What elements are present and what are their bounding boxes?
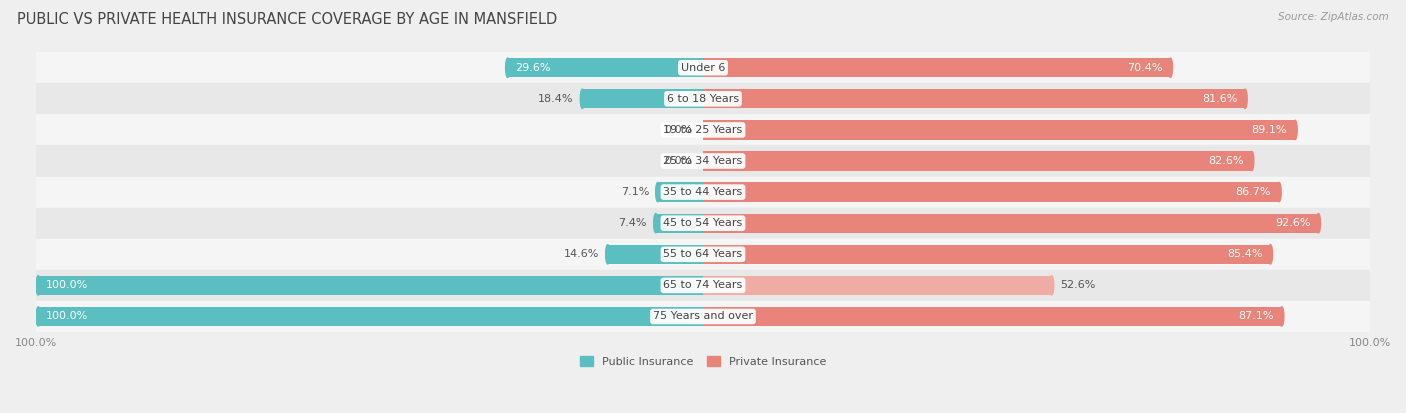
Circle shape [1316,214,1320,233]
Bar [508,58,703,77]
Text: 45 to 54 Years: 45 to 54 Years [664,218,742,228]
Bar [703,244,1271,264]
Bar [703,151,704,171]
Text: 52.6%: 52.6% [1060,280,1095,290]
Text: 25 to 34 Years: 25 to 34 Years [664,156,742,166]
Text: 75 Years and over: 75 Years and over [652,311,754,321]
Bar [703,307,1282,326]
Text: Under 6: Under 6 [681,63,725,73]
Circle shape [1294,120,1298,140]
Circle shape [1050,276,1053,295]
Bar [703,276,1052,295]
Bar [37,83,1369,114]
Bar [703,214,1319,233]
Circle shape [1268,244,1272,264]
Circle shape [1168,58,1173,77]
Text: 85.4%: 85.4% [1227,249,1263,259]
Circle shape [1279,307,1284,326]
Text: 35 to 44 Years: 35 to 44 Years [664,187,742,197]
Bar [702,307,703,326]
Text: 100.0%: 100.0% [46,280,89,290]
Text: 87.1%: 87.1% [1239,311,1274,321]
Text: 18.4%: 18.4% [538,94,574,104]
Bar [38,307,703,326]
Bar [703,120,704,140]
Bar [37,52,1369,83]
Text: 0.0%: 0.0% [665,125,693,135]
Circle shape [581,89,585,109]
Text: 70.4%: 70.4% [1128,63,1163,73]
Text: 14.6%: 14.6% [564,249,599,259]
Text: 6 to 18 Years: 6 to 18 Years [666,94,740,104]
Bar [37,145,1369,176]
Bar [702,89,703,109]
Bar [37,176,1369,208]
Text: 7.4%: 7.4% [619,218,647,228]
Bar [37,208,1369,239]
Bar [702,244,703,264]
Text: 65 to 74 Years: 65 to 74 Years [664,280,742,290]
Bar [703,183,1279,202]
Bar [655,214,703,233]
Circle shape [606,244,610,264]
Circle shape [1277,183,1281,202]
Text: 100.0%: 100.0% [46,311,89,321]
Text: 86.7%: 86.7% [1236,187,1271,197]
Text: 81.6%: 81.6% [1202,94,1237,104]
Legend: Public Insurance, Private Insurance: Public Insurance, Private Insurance [575,352,831,371]
Bar [37,301,1369,332]
Bar [703,214,704,233]
Bar [703,307,704,326]
Bar [582,89,703,109]
Circle shape [1250,151,1254,171]
Circle shape [654,214,658,233]
Bar [703,120,1295,140]
Text: 92.6%: 92.6% [1275,218,1310,228]
Text: Source: ZipAtlas.com: Source: ZipAtlas.com [1278,12,1389,22]
Bar [702,214,703,233]
Bar [37,114,1369,145]
Circle shape [506,58,510,77]
Bar [703,89,704,109]
Bar [703,276,704,295]
Bar [702,58,703,77]
Bar [703,58,1170,77]
Bar [37,270,1369,301]
Text: 29.6%: 29.6% [516,63,551,73]
Text: 19 to 25 Years: 19 to 25 Years [664,125,742,135]
Bar [658,183,703,202]
Text: 7.1%: 7.1% [620,187,650,197]
Text: 0.0%: 0.0% [665,156,693,166]
Circle shape [37,276,41,295]
Bar [703,244,704,264]
Bar [703,151,1251,171]
Circle shape [1243,89,1247,109]
Bar [703,58,704,77]
Bar [703,89,1246,109]
Circle shape [37,307,41,326]
Text: 89.1%: 89.1% [1251,125,1286,135]
Bar [702,183,703,202]
Text: 55 to 64 Years: 55 to 64 Years [664,249,742,259]
Bar [703,183,704,202]
Text: 82.6%: 82.6% [1208,156,1244,166]
Circle shape [655,183,659,202]
Bar [607,244,703,264]
Bar [702,276,703,295]
Text: PUBLIC VS PRIVATE HEALTH INSURANCE COVERAGE BY AGE IN MANSFIELD: PUBLIC VS PRIVATE HEALTH INSURANCE COVER… [17,12,557,27]
Bar [38,276,703,295]
Bar [37,239,1369,270]
